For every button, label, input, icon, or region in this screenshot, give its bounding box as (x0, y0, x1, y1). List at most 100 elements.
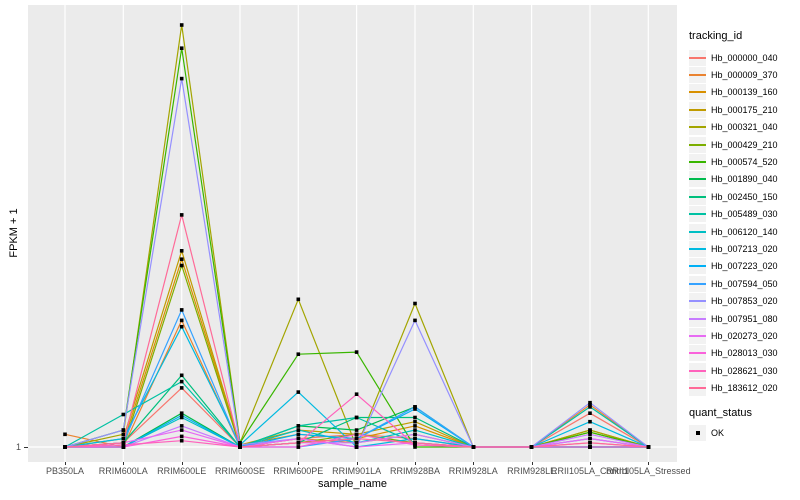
legend-item: Hb_007223_020 (689, 258, 799, 275)
legend-item-label: Hb_028013_030 (711, 348, 778, 359)
legend-item-label: Hb_007213_020 (711, 243, 778, 254)
x-tick-label: RRII105LA_Stressed (606, 466, 691, 476)
data-point-Hb_028013_030 (121, 445, 126, 449)
legend-item-label: Hb_183612_020 (711, 383, 778, 394)
legend-key-box (689, 188, 706, 205)
legend-key-box (689, 258, 706, 275)
x-tick-label: RRIM600LE (157, 466, 207, 476)
legend-key-box (689, 206, 706, 223)
legend-item-label: Hb_000139_160 (711, 87, 778, 98)
data-point-Hb_000574_520 (413, 445, 417, 449)
legend-quant-item: OK (689, 424, 799, 441)
legend-key-box (689, 171, 706, 188)
data-point-Hb_183612_020 (354, 436, 359, 441)
x-tick-mark (415, 462, 416, 465)
data-point-Hb_000574_520 (238, 441, 242, 445)
legend-item: Hb_001890_040 (689, 171, 799, 188)
data-point-Hb_006120_140 (296, 428, 301, 432)
legend-item-label: Hb_002450_150 (711, 191, 778, 202)
legend-item: Hb_007853_020 (689, 292, 799, 310)
legend-quant-status-rows: OK (689, 424, 799, 441)
data-point-Hb_007853_020 (179, 76, 184, 81)
data-point-Hb_183612_020 (179, 213, 184, 217)
legend-color-line (689, 369, 706, 372)
data-point-Hb_001890_040 (354, 428, 359, 432)
x-tick-mark (531, 462, 533, 465)
data-point-Hb_000321_040 (413, 301, 417, 306)
legend-tracking-id-rows: Hb_000000_040 Hb_000009_370 Hb_000139_160 H… (689, 49, 799, 397)
data-point-Hb_007951_080 (179, 424, 184, 428)
legend-item: Hb_006120_140 (689, 223, 799, 240)
legend-item: Hb_002450_150 (689, 188, 799, 205)
data-point-Hb_000574_520 (354, 350, 359, 354)
data-point-Hb_000321_040 (588, 428, 592, 432)
data-point-Hb_007951_080 (354, 441, 359, 445)
plot-panel (28, 5, 677, 462)
data-point-Hb_007594_050 (413, 405, 417, 409)
data-point-Hb_183612_020 (296, 441, 301, 445)
legend-key-box (689, 327, 706, 344)
legend-item: Hb_000139_160 (689, 84, 799, 101)
x-tick-mark (240, 462, 241, 465)
legend-item: Hb_005489_030 (689, 206, 799, 223)
legend-item: Hb_007213_020 (689, 240, 799, 257)
legend-color-line (689, 213, 706, 216)
legend-key-box (689, 101, 706, 118)
legend-key-box (689, 67, 706, 84)
data-point-Hb_007853_020 (588, 400, 592, 405)
data-point-Hb_000009_370 (63, 432, 67, 437)
data-point-Hb_007213_020 (296, 390, 301, 394)
x-tick-label: RRIM928LE (507, 466, 557, 476)
legend-item-label: Hb_007223_020 (711, 261, 778, 272)
x-tick-label: RRIM928BA (389, 466, 441, 476)
legend-item: Hb_007594_050 (689, 275, 799, 292)
legend-color-line (689, 352, 706, 355)
legend-key-box (689, 240, 706, 257)
data-point-Hb_028013_030 (588, 445, 592, 449)
data-point-Hb_005489_030 (121, 412, 126, 417)
legend: tracking_id Hb_000000_040 Hb_000009_370 Hb… (689, 30, 799, 441)
data-point-Hb_007223_020 (413, 407, 417, 411)
legend-key-box (689, 293, 706, 310)
data-point-Hb_000009_370 (179, 318, 184, 323)
legend-title-quant-status: quant_status (689, 406, 752, 419)
data-point-Hb_007951_080 (413, 432, 417, 437)
x-tick-label: RRIM600SE (214, 466, 266, 476)
legend-item: Hb_000574_520 (689, 153, 799, 171)
legend-item-label: Hb_006120_140 (711, 226, 778, 237)
data-point-Hb_000574_520 (179, 46, 184, 50)
data-point-Hb_020273_020 (179, 428, 184, 432)
legend-item: Hb_000000_040 (689, 49, 799, 66)
legend-key-box (689, 223, 706, 240)
data-point-Hb_183612_020 (413, 441, 417, 445)
data-point-Hb_000429_210 (179, 263, 184, 268)
data-point-Hb_000139_160 (179, 257, 184, 261)
legend-item: Hb_028621_030 (689, 362, 799, 379)
x-tick-mark (473, 462, 475, 465)
legend-key-box (689, 84, 706, 101)
data-point-Hb_000139_160 (413, 424, 417, 428)
data-point-Hb_000175_210 (179, 249, 184, 253)
x-tick-mark (123, 462, 125, 465)
legend-color-line (689, 108, 706, 111)
data-point-Hb_183612_020 (471, 445, 476, 449)
data-point-Hb_007213_020 (413, 436, 417, 441)
legend-item-label: Hb_000321_040 (711, 122, 778, 133)
data-point-Hb_001890_040 (179, 411, 184, 415)
legend-item-label: Hb_000574_520 (711, 157, 778, 168)
x-tick-mark (298, 462, 300, 465)
legend-key-box (689, 345, 706, 362)
data-point-Hb_005489_030 (588, 405, 592, 409)
x-tick-mark (65, 462, 66, 465)
legend-item-label: Hb_000175_210 (711, 104, 778, 115)
data-point-Hb_007853_020 (413, 318, 417, 323)
x-tick-mark (648, 462, 650, 465)
data-point-Hb_007213_020 (179, 324, 184, 329)
legend-color-line (689, 387, 706, 390)
legend-key-box (689, 275, 706, 292)
x-tick-mark (181, 462, 183, 465)
data-point-Hb_002450_150 (179, 373, 184, 378)
data-point-Hb_000574_520 (588, 430, 592, 434)
y-axis-title: FPKM + 1 (8, 208, 20, 258)
